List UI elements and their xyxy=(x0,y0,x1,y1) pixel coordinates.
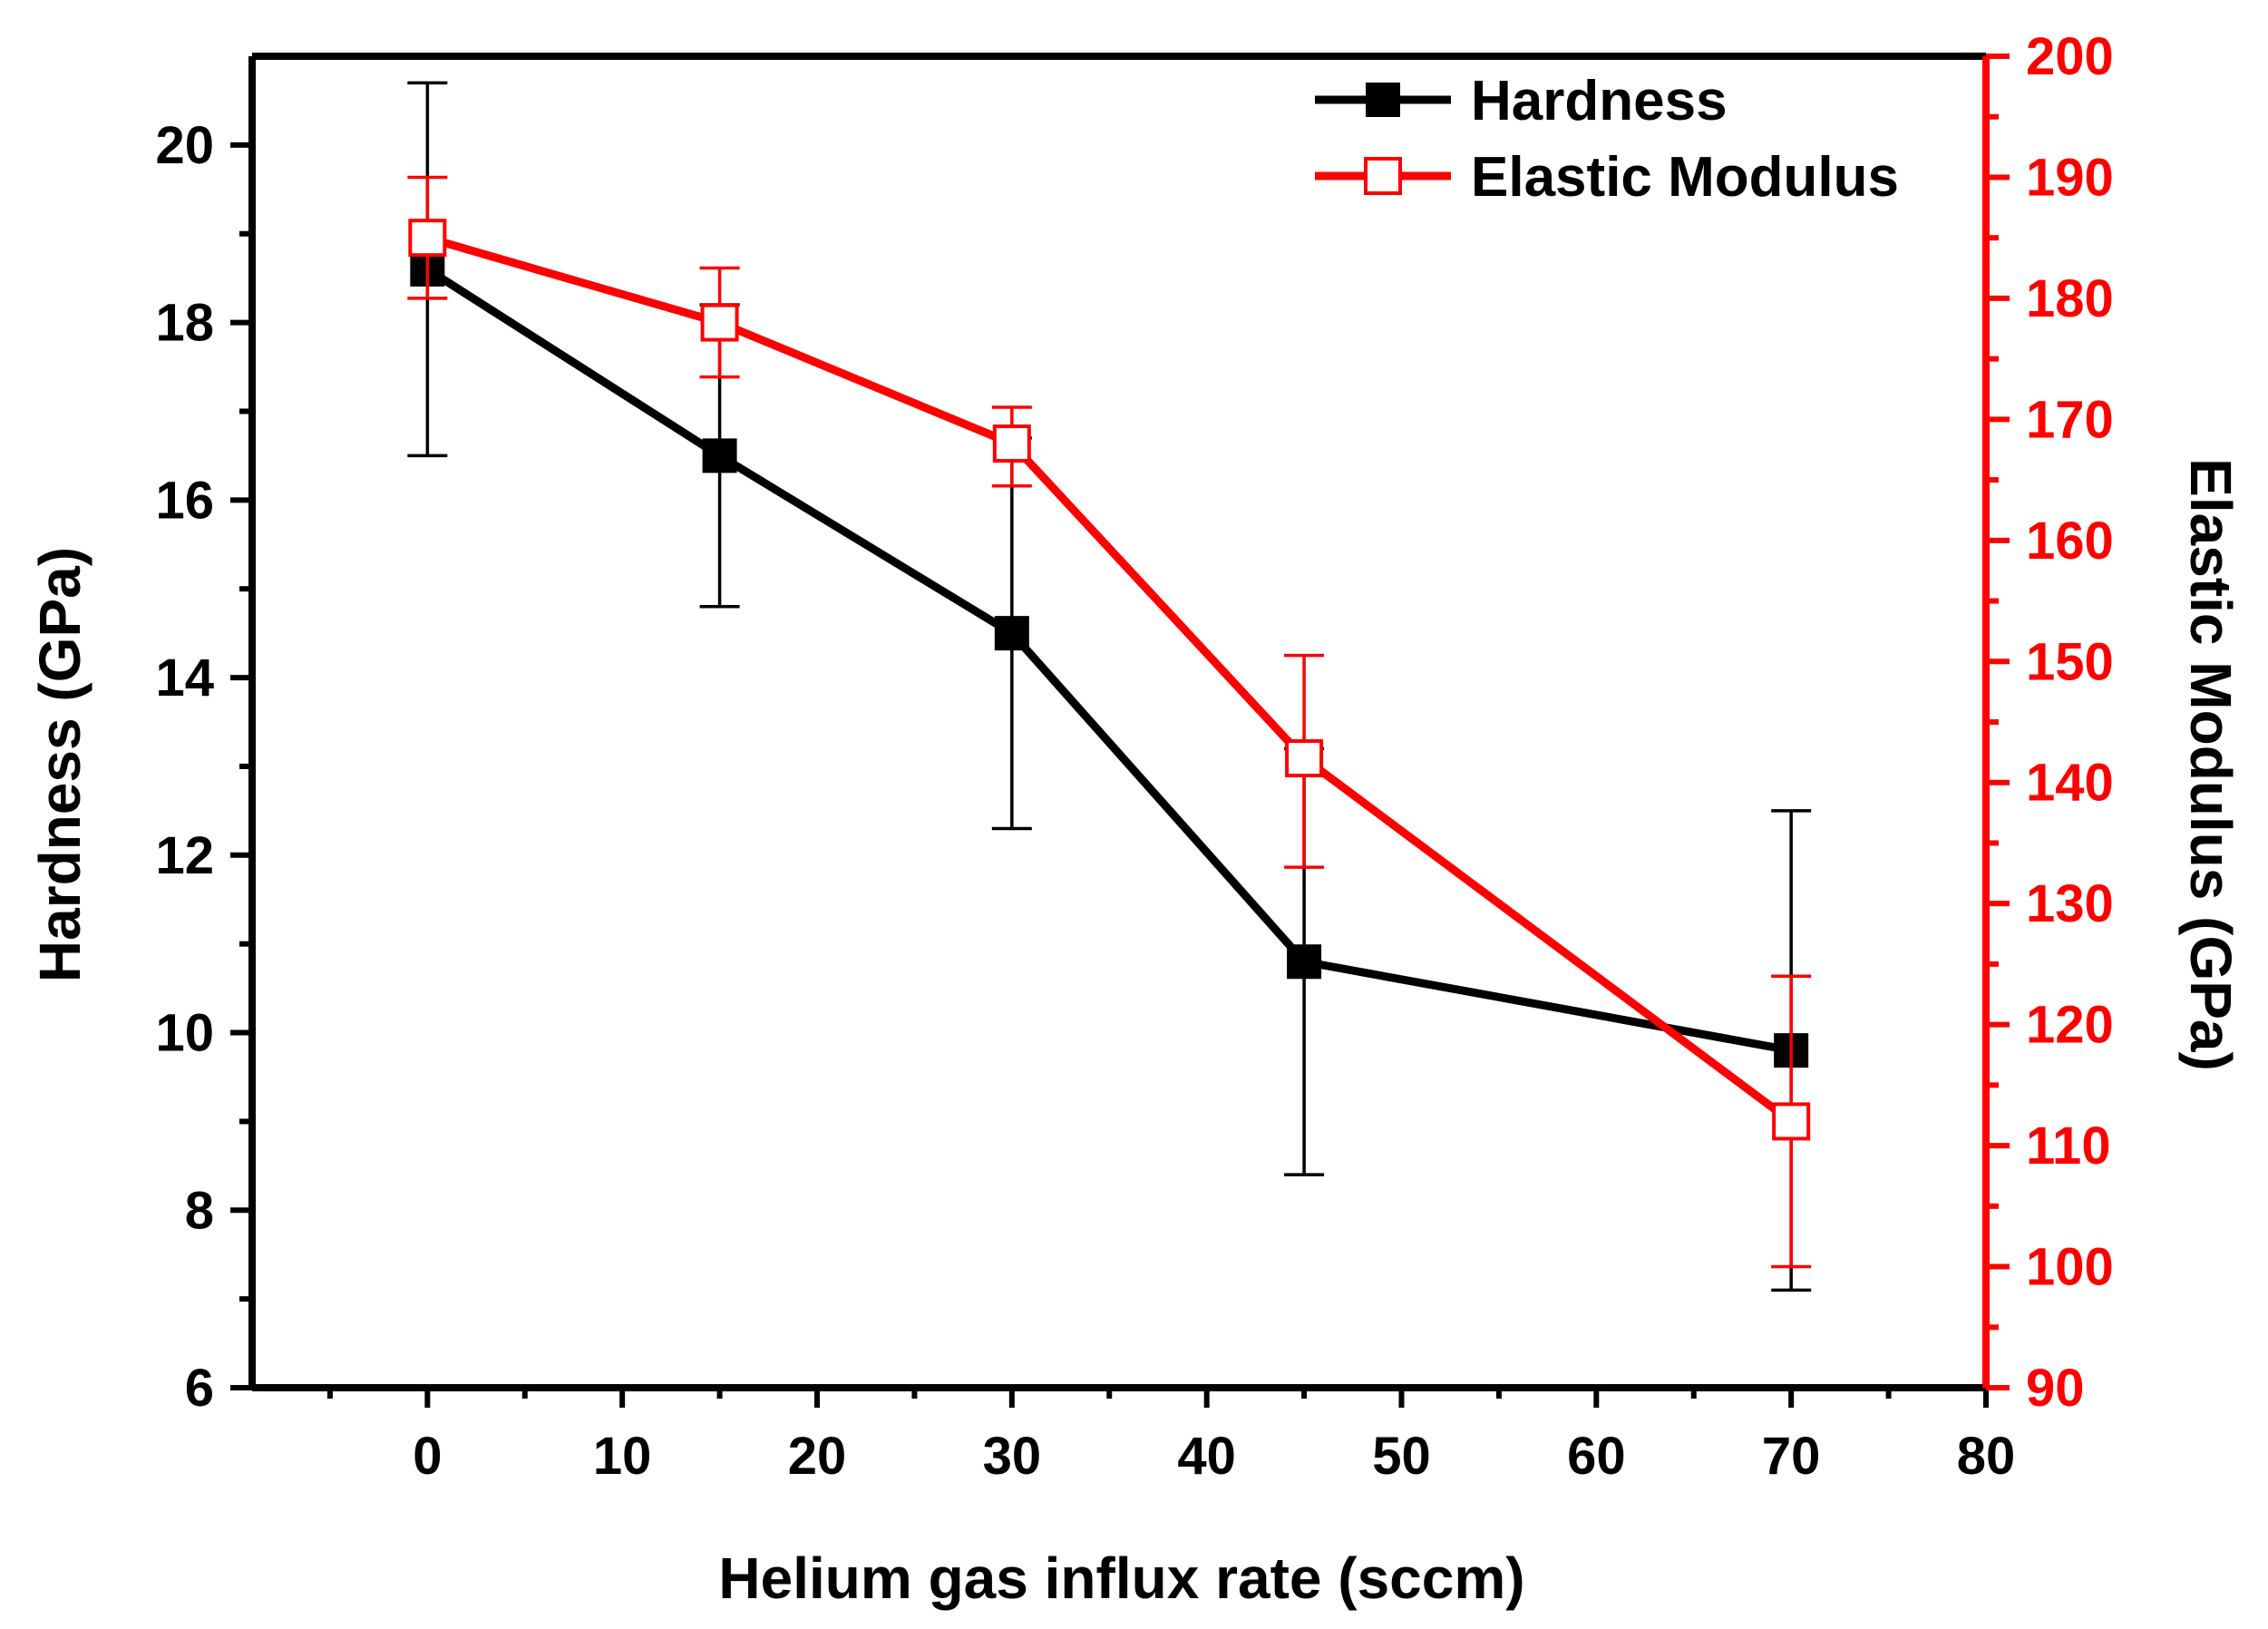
hardness-point xyxy=(1287,944,1322,980)
y-right-tick-label: 130 xyxy=(2026,874,2114,933)
legend-hardness-label: Hardness xyxy=(1471,70,1728,132)
legend: Hardness Elastic Modulus xyxy=(1315,70,1899,209)
x-tick-label: 20 xyxy=(788,1427,847,1486)
elastic-modulus-point xyxy=(408,219,447,258)
y-left-tick-label: 12 xyxy=(155,826,214,885)
y-right-tick-label: 160 xyxy=(2026,512,2114,571)
elastic-modulus-point xyxy=(700,303,739,342)
y-right-tick-label: 200 xyxy=(2026,27,2114,86)
x-tick-label: 60 xyxy=(1567,1427,1626,1486)
elastic-modulus-line xyxy=(426,233,1794,1126)
y-left-tick-label: 10 xyxy=(155,1004,214,1063)
y-right-tick-label: 150 xyxy=(2026,632,2114,691)
y-left-tick-label: 14 xyxy=(155,649,214,707)
y-right-tick-label: 180 xyxy=(2026,269,2114,328)
y-left-tick-label: 20 xyxy=(155,116,214,175)
hardness-point xyxy=(702,438,737,473)
plot-frame xyxy=(248,53,1990,1391)
legend-hardness-marker xyxy=(1366,83,1400,117)
y-left-axis-title: Hardness (GPa) xyxy=(27,547,92,982)
legend-elastic-modulus-label: Elastic Modulus xyxy=(1471,146,1899,209)
axis-ticks: 0 10 20 30 40 50 60 70 80 6 8 10 12 14 16 18 20 90 100 110 1… xyxy=(155,27,2113,1486)
plot-marks xyxy=(407,81,1812,1292)
elastic-modulus-point xyxy=(992,424,1031,463)
y-right-tick-label: 190 xyxy=(2026,148,2114,207)
x-tick-label: 50 xyxy=(1372,1427,1431,1486)
y-left-tick-label: 16 xyxy=(155,471,214,530)
x-tick-label: 30 xyxy=(983,1427,1042,1486)
y-right-tick-label: 110 xyxy=(2026,1117,2111,1175)
legend-elastic-modulus-marker xyxy=(1364,157,1402,195)
x-tick-label: 40 xyxy=(1177,1427,1236,1486)
y-right-axis-title: Elastic Modulus (GPa) xyxy=(2178,458,2244,1071)
y-right-tick-label: 100 xyxy=(2026,1238,2114,1297)
y-left-tick-label: 8 xyxy=(185,1181,214,1240)
x-tick-label: 0 xyxy=(413,1427,442,1486)
hardness-point xyxy=(994,616,1029,651)
hardness-line xyxy=(424,266,1792,1055)
elastic-modulus-point xyxy=(1772,1102,1811,1141)
elastic-modulus-series xyxy=(407,175,1812,1269)
y-right-tick-label: 170 xyxy=(2026,390,2114,449)
x-tick-label: 80 xyxy=(1957,1427,2016,1486)
hardness-series xyxy=(407,81,1812,1292)
y-left-tick-label: 18 xyxy=(155,294,214,353)
y-right-tick-label: 90 xyxy=(2026,1359,2085,1418)
x-tick-label: 70 xyxy=(1762,1427,1821,1486)
y-right-tick-label: 140 xyxy=(2026,754,2114,813)
x-axis-title: Helium gas influx rate (sccm) xyxy=(718,1546,1524,1611)
y-right-tick-label: 120 xyxy=(2026,996,2114,1055)
x-tick-label: 10 xyxy=(593,1427,652,1486)
y-left-tick-label: 6 xyxy=(185,1359,214,1418)
elastic-modulus-point xyxy=(1285,739,1324,778)
